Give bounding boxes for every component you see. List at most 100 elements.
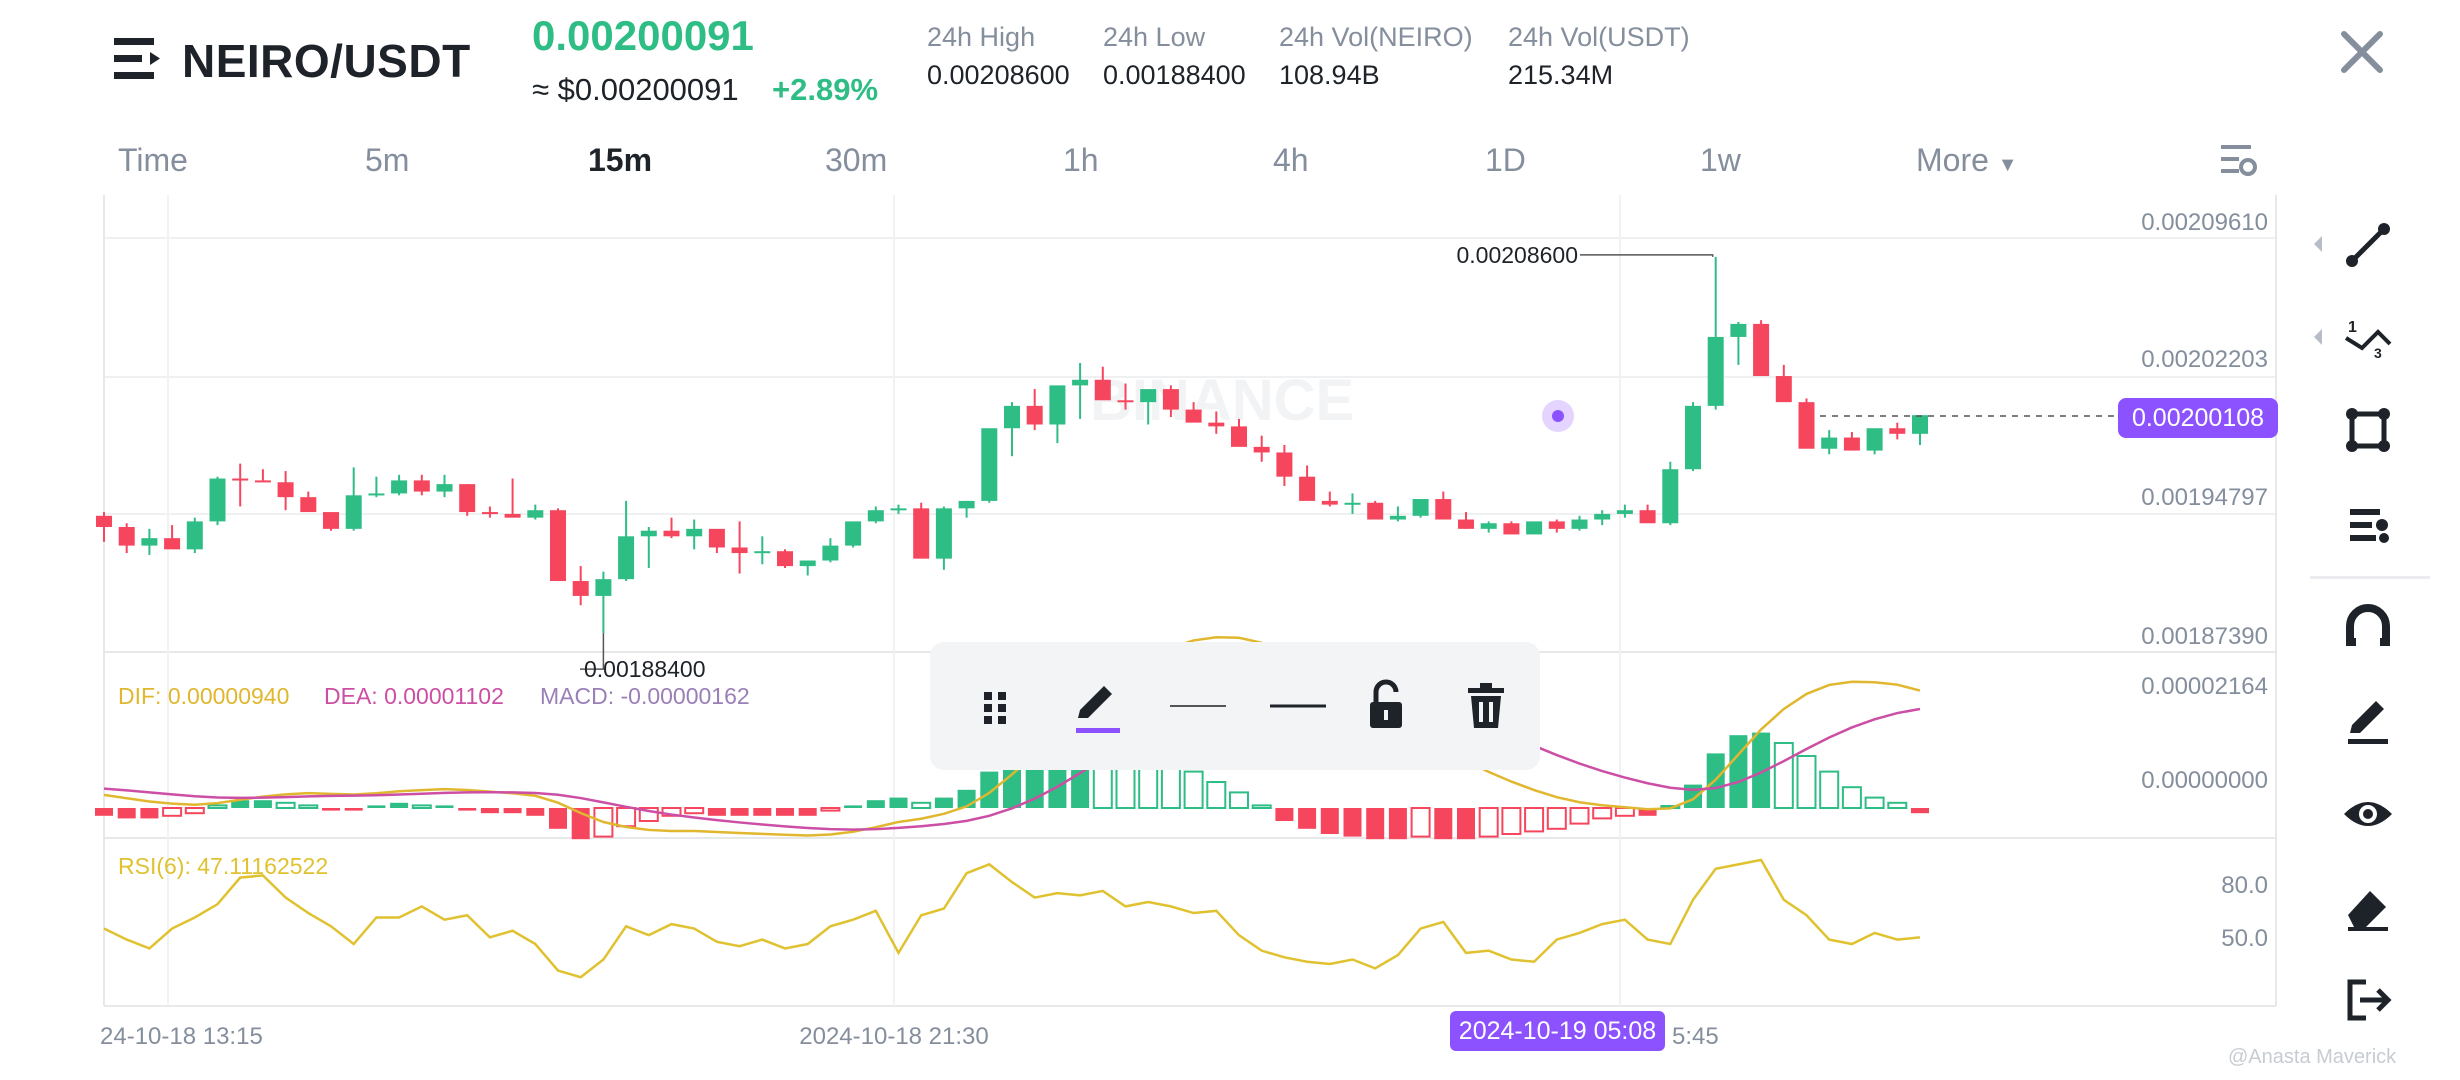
candle-body <box>504 513 521 518</box>
crosshair-time-tag: 2024-10-19 05:08 <box>1450 1011 1665 1051</box>
candle-body <box>459 484 476 513</box>
macd-bar <box>1478 807 1499 838</box>
candle-body <box>754 551 771 554</box>
caret-down-icon: ▼ <box>1997 154 2018 176</box>
candle-body <box>935 508 952 559</box>
candle-body <box>890 508 907 511</box>
chart-settings-icon[interactable] <box>2218 140 2258 180</box>
candle-body <box>323 512 339 529</box>
expand-left-icon-2[interactable] <box>2310 325 2326 349</box>
trend-line-icon[interactable] <box>2340 217 2396 273</box>
line-style-thick-icon[interactable] <box>1256 676 1356 736</box>
tab-1w[interactable]: 1w <box>1700 142 1741 178</box>
stat-vol-base-label: 24h Vol(NEIRO) <box>1279 22 1473 52</box>
eye-icon[interactable] <box>2340 786 2396 842</box>
candle-body <box>1140 389 1157 403</box>
close-icon[interactable] <box>2336 26 2388 78</box>
expand-left-icon[interactable] <box>2310 232 2326 256</box>
macd-bar <box>549 808 567 829</box>
macd-bar <box>231 800 250 808</box>
lock-open-icon[interactable] <box>1356 676 1416 736</box>
line-style-thin-icon[interactable] <box>1156 676 1256 736</box>
candle-body <box>186 521 203 550</box>
dea-value: 0.00001102 <box>384 683 504 709</box>
macd-bar <box>1206 781 1227 809</box>
candle-body <box>708 528 725 548</box>
macd-bar <box>322 808 340 811</box>
drag-handle-icon[interactable] <box>966 676 1026 736</box>
macd-bar <box>1773 742 1794 809</box>
candle-body <box>1026 405 1043 425</box>
stat-vol-quote-label: 24h Vol(USDT) <box>1508 22 1690 52</box>
macd-bar <box>298 804 319 810</box>
candle-body <box>1753 323 1770 377</box>
candle-body <box>1503 523 1520 535</box>
current-price-tag: 0.00200108 <box>2118 398 2278 438</box>
rectangle-icon[interactable] <box>2340 402 2396 458</box>
macd-bar <box>435 805 454 808</box>
macd-bar <box>684 807 705 815</box>
svg-text:1: 1 <box>2348 319 2357 336</box>
menu-icon[interactable] <box>112 36 164 82</box>
magnet-icon[interactable] <box>2340 600 2396 656</box>
candle-body <box>1866 428 1883 451</box>
trash-icon[interactable] <box>1456 676 1516 736</box>
tab-time[interactable]: Time <box>118 142 188 178</box>
candle-body <box>1412 499 1429 516</box>
candle-body <box>1094 379 1111 401</box>
pencil-edit-icon[interactable] <box>1066 676 1126 736</box>
macd-bar <box>1298 808 1317 829</box>
candle-body <box>822 545 839 561</box>
tab-30m[interactable]: 30m <box>825 142 888 178</box>
candle-body <box>913 508 930 559</box>
drawing-toolbar <box>930 642 1540 770</box>
tab-5m[interactable]: 5m <box>365 142 410 178</box>
candle-body <box>550 510 566 582</box>
stat-vol-base-value: 108.94B <box>1279 60 1380 90</box>
macd-bar <box>1638 808 1657 816</box>
rsi-axis-tick: 50.0 <box>2221 925 2268 952</box>
candle-body <box>413 480 430 492</box>
exit-icon[interactable] <box>2340 972 2396 1028</box>
macd-label: MACD: -0.00000162 <box>540 683 750 709</box>
candle-body <box>1639 510 1656 524</box>
candle-body <box>1889 428 1906 434</box>
candle-body <box>1004 405 1020 429</box>
tab-4h[interactable]: 4h <box>1273 142 1309 178</box>
fib-icon[interactable]: 1 3 <box>2340 310 2396 366</box>
macd-bar <box>730 808 749 816</box>
tab-15m[interactable]: 15m <box>588 142 653 178</box>
tab-more[interactable]: More ▼ <box>1916 142 2018 179</box>
stat-vol-quote-value: 215.34M <box>1508 60 1614 90</box>
dif-value: 0.00000940 <box>167 683 290 709</box>
stat-24h-low-label: 24h Low <box>1103 22 1206 52</box>
text-tool-icon[interactable] <box>2340 497 2396 553</box>
macd-bar <box>1864 796 1885 809</box>
macd-bar <box>140 808 159 819</box>
candle-body <box>1321 500 1338 505</box>
pencil-icon[interactable] <box>2340 693 2396 749</box>
macd-bar <box>1275 808 1294 821</box>
candle-body <box>345 495 362 529</box>
macd-bar <box>367 805 386 808</box>
tab-1d[interactable]: 1D <box>1485 142 1526 178</box>
chart-canvas[interactable]: BINANCE 0.00209610 0.00202203 0.00194797 0.… <box>0 0 2280 1080</box>
macd-bar <box>1614 807 1635 817</box>
macd-bar <box>1887 801 1908 809</box>
candle-body <box>1707 336 1724 406</box>
change-percent: +2.89% <box>772 72 879 107</box>
macd-bar <box>866 800 885 808</box>
tab-1h[interactable]: 1h <box>1063 142 1099 178</box>
stat-24h-high-value: 0.00208600 <box>927 60 1070 90</box>
candle-body <box>1389 515 1406 520</box>
macd-bar <box>1434 808 1453 840</box>
candle-body <box>845 521 862 546</box>
eraser-icon[interactable] <box>2340 879 2396 935</box>
macd-axis-tick: 0.00002164 <box>2141 673 2268 700</box>
pair-title[interactable]: NEIRO/USDT <box>182 35 471 87</box>
macd-bar <box>458 808 477 811</box>
candle-body <box>1435 499 1452 520</box>
svg-text:3: 3 <box>2374 345 2382 361</box>
candle-body <box>867 510 884 522</box>
macd-bar <box>1251 804 1272 810</box>
